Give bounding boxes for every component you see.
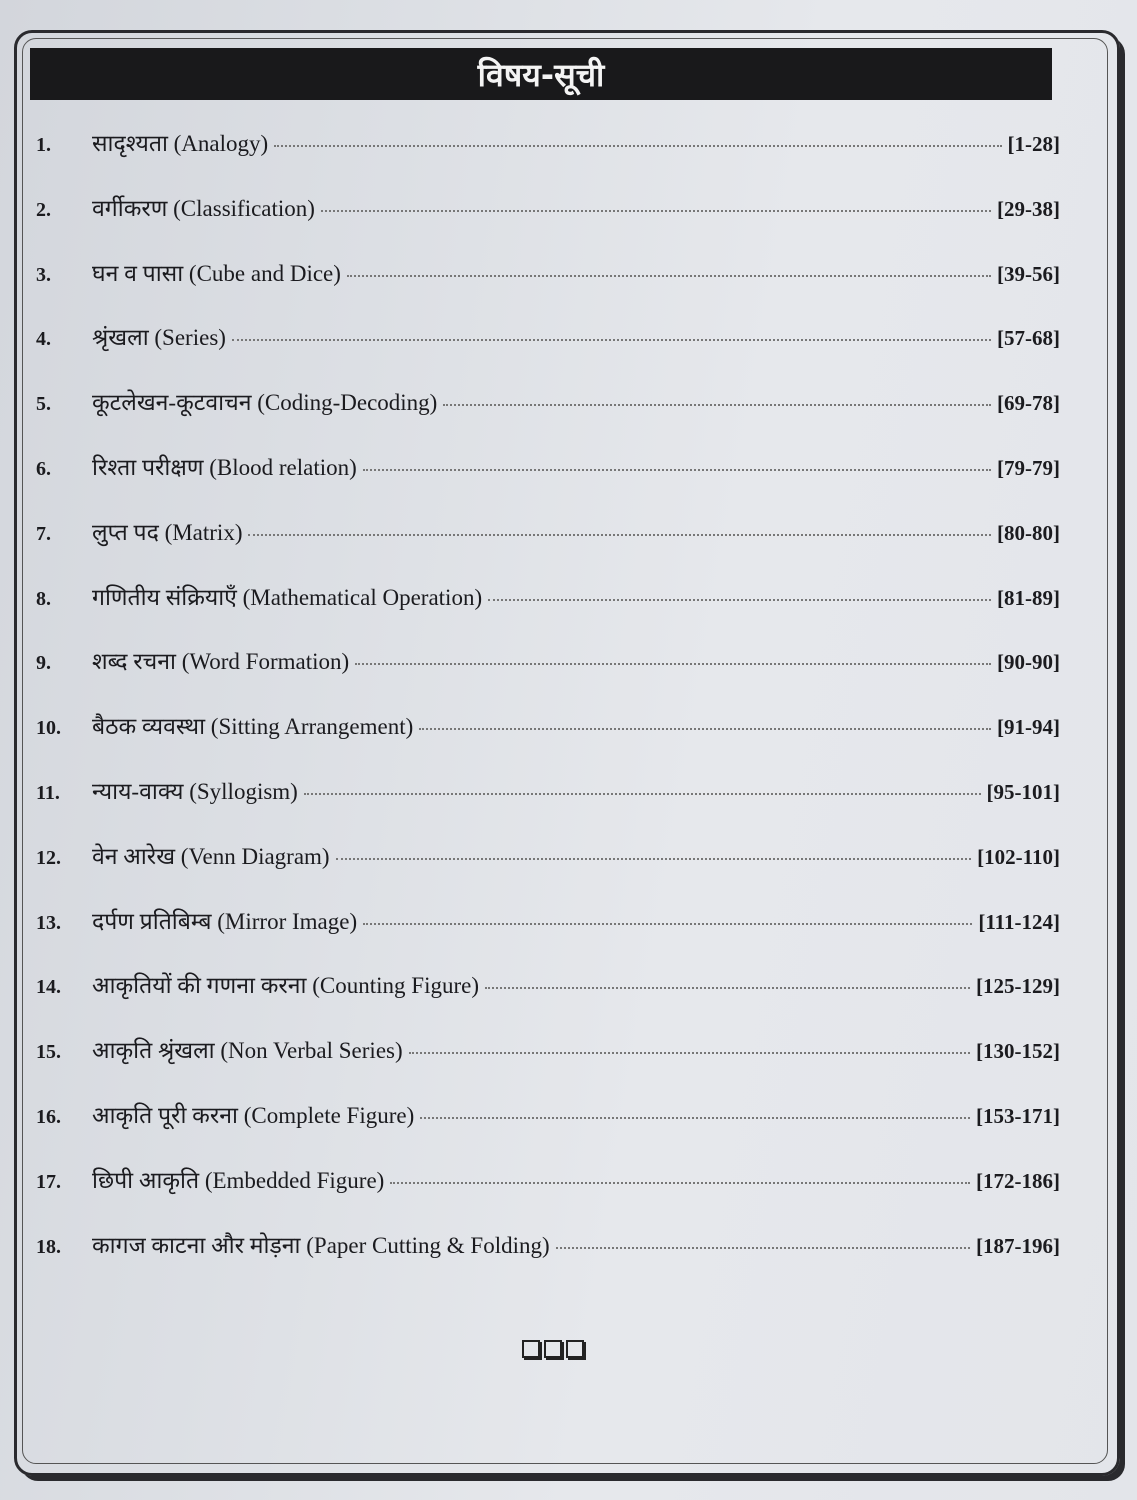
entry-page-range: [187-196] [976,1233,1060,1258]
dot-leader [303,792,981,795]
dot-leader [390,1181,971,1184]
entry-title: वेन आरेख (Venn Diagram) [92,843,330,869]
dot-leader [320,209,992,212]
entry-page-range: [57-68] [997,326,1060,351]
entry-number: 8. [36,587,51,610]
dot-leader [408,1052,971,1055]
toc-entry: 4. श्रृंखला (Series) [57-68] [30,320,1060,385]
table-of-contents: 1. सादृश्यता (Analogy) [1-28] 2. वर्गीकरण (C… [30,126,1060,1292]
entry-number: 18. [36,1235,61,1258]
entry-page-range: [130-152] [976,1039,1060,1064]
entry-number: 1. [36,134,51,156]
dot-leader [355,663,992,666]
toc-entry: 2. वर्गीकरण (Classification) [29-38] [30,191,1060,256]
entry-title: रिश्ता परीक्षण (Blood relation) [92,454,357,480]
entry-page-range: [29-38] [997,196,1060,221]
toc-entry: 7. लुप्त पद (Matrix) [80-80] [30,515,1060,580]
toc-entry: 1. सादृश्यता (Analogy) [1-28] [30,126,1060,191]
dot-leader [274,145,1002,147]
dot-leader [231,339,992,342]
toc-entry: 5. कूटलेखन-कूटवाचन (Coding-Decoding) [69-7… [30,385,1060,450]
toc-entry: 9. शब्द रचना (Word Formation) [90-90] [30,644,1060,709]
entry-title: वर्गीकरण (Classification) [92,195,315,221]
end-mark-squares-icon [522,1340,584,1358]
entry-page-range: [39-56] [997,261,1060,286]
toc-entry: 18. कागज काटना और मोड़ना (Paper Cutting &… [30,1228,1060,1293]
entry-title: कागज काटना और मोड़ना (Paper Cutting & Fo… [92,1232,550,1258]
entry-number: 6. [36,457,51,480]
page-border [14,30,1120,1476]
entry-page-range: [91-94] [997,715,1060,740]
dot-leader [362,468,992,471]
entry-page-range: [125-129] [976,974,1060,999]
entry-title: छिपी आकृति (Embedded Figure) [92,1167,385,1193]
entry-number: 2. [36,198,51,221]
entry-page-range: [79-79] [997,455,1060,480]
dot-leader [346,274,992,277]
entry-page-range: [90-90] [997,650,1060,675]
entry-number: 5. [36,393,51,416]
toc-entry: 16. आकृति पूरी करना (Complete Figure) [153… [30,1098,1060,1163]
entry-page-range: [69-78] [997,391,1060,416]
entry-page-range: [102-110] [977,844,1060,869]
dot-leader [419,728,992,731]
toc-entry: 10. बैठक व्यवस्था (Sitting Arrangement) [9… [30,709,1060,774]
entry-title: शब्द रचना (Word Formation) [92,649,350,675]
toc-entry: 15. आकृति श्रृंखला (Non Verbal Series) [13… [30,1033,1060,1098]
entry-title: लुप्त पद (Matrix) [92,519,243,545]
toc-entry: 17. छिपी आकृति (Embedded Figure) [172-186] [30,1163,1060,1228]
dot-leader [363,922,973,925]
entry-number: 10. [36,717,61,740]
entry-number: 16. [36,1105,61,1128]
entry-title: सादृश्यता (Analogy) [92,131,269,156]
dot-leader [420,1116,971,1119]
dot-leader [488,598,992,601]
entry-title: घन व पासा (Cube and Dice) [92,260,341,286]
entry-page-range: [80-80] [997,520,1060,545]
page-inner-border [22,38,1108,1464]
page-title-bar: विषय-सूची [30,48,1052,100]
toc-entry: 3. घन व पासा (Cube and Dice) [39-56] [30,256,1060,321]
toc-entry: 6. रिश्ता परीक्षण (Blood relation) [79-79] [30,450,1060,515]
dot-leader [335,857,972,860]
entry-page-range: [81-89] [997,585,1060,610]
entry-title: कूटलेखन-कूटवाचन (Coding-Decoding) [92,390,438,416]
entry-number: 3. [36,263,51,286]
entry-page-range: [1-28] [1007,132,1060,156]
entry-title: दर्पण प्रतिबिम्ब (Mirror Image) [92,908,358,934]
toc-entry: 13. दर्पण प्रतिबिम्ब (Mirror Image) [111-1… [30,904,1060,969]
dot-leader [443,404,992,407]
toc-entry: 11. न्याय-वाक्य (Syllogism) [95-101] [30,774,1060,839]
dot-leader [485,987,971,990]
entry-title: श्रृंखला (Series) [92,325,226,351]
entry-number: 11. [36,781,60,804]
entry-page-range: [111-124] [978,909,1060,934]
entry-number: 9. [36,652,51,675]
dot-leader [248,533,992,536]
entry-title: गणितीय संक्रियाएँ (Mathematical Operatio… [92,584,483,610]
entry-title: आकृति पूरी करना (Complete Figure) [92,1102,415,1128]
entry-number: 13. [36,911,61,934]
entry-title: बैठक व्यवस्था (Sitting Arrangement) [92,714,414,740]
entry-title: आकृति श्रृंखला (Non Verbal Series) [92,1038,403,1064]
entry-number: 4. [36,328,51,351]
entry-number: 17. [36,1170,61,1193]
entry-title: आकृतियों की गणना करना (Counting Figure) [92,973,479,999]
entry-number: 12. [36,846,61,869]
entry-page-range: [172-186] [976,1168,1060,1193]
page-title: विषय-सूची [477,55,605,94]
toc-entry: 14. आकृतियों की गणना करना (Counting Figur… [30,968,1060,1033]
entry-number: 7. [36,522,51,545]
entry-title: न्याय-वाक्य (Syllogism) [92,778,298,804]
entry-number: 15. [36,1041,61,1064]
entry-number: 14. [36,976,61,999]
toc-entry: 12. वेन आरेख (Venn Diagram) [102-110] [30,839,1060,904]
toc-entry: 8. गणितीय संक्रियाएँ (Mathematical Operat… [30,580,1060,645]
entry-page-range: [95-101] [986,779,1060,804]
dot-leader [555,1246,971,1249]
entry-page-range: [153-171] [976,1103,1060,1128]
